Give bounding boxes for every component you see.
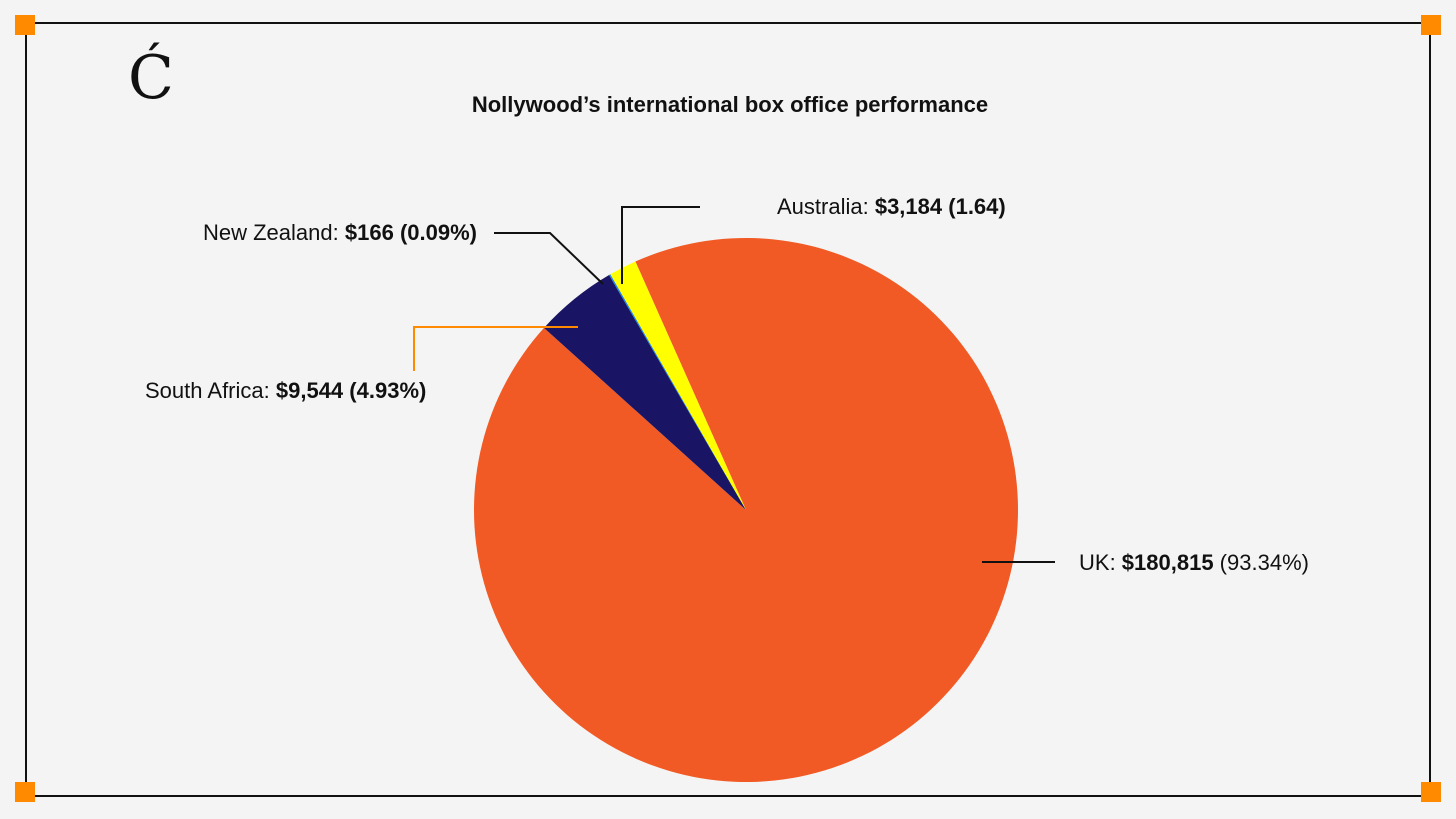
leader-line-south-africa: [413, 326, 578, 371]
slice-name: UK: [1079, 550, 1110, 575]
slice-name: Australia: [777, 194, 863, 219]
pie-slice-uk: [473, 238, 1018, 783]
slice-percent: 1.64: [955, 194, 999, 219]
corner-marker-top-left: [15, 15, 35, 35]
pie-slice-south-africa: [543, 274, 746, 510]
chart-title: Nollywood’s international box office per…: [471, 92, 989, 117]
slice-label-australia: Australia: $3,184 (1.64): [777, 194, 1006, 219]
pie-slice-australia: [610, 261, 746, 510]
brand-logo: Ć: [128, 43, 174, 113]
slice-value: $180,815: [1121, 550, 1214, 575]
slice-percent: 93.34%: [1227, 550, 1302, 575]
leader-line-new-zealand: [494, 232, 604, 285]
slice-name: New Zealand: [203, 220, 333, 245]
corner-marker-bottom-right: [1421, 782, 1441, 802]
leader-line-australia: [621, 206, 700, 284]
slice-label-new-zealand: New Zealand: $166 (0.09%): [203, 220, 477, 245]
slice-value: $9,544: [275, 378, 344, 403]
slice-label-south-africa: South Africa: $9,544 (4.93%): [145, 378, 427, 403]
slice-percent: 0.09%: [407, 220, 470, 245]
corner-marker-bottom-left: [15, 782, 35, 802]
corner-marker-top-right: [1421, 15, 1441, 35]
slice-value: $166: [344, 220, 394, 245]
slice-name: South Africa: [145, 378, 264, 403]
slice-percent: 4.93%: [356, 378, 420, 403]
pie-slice-new-zealand: [609, 274, 746, 510]
slice-label-uk: UK: $180,815 (93.34%): [1079, 550, 1309, 575]
chart-frame: [25, 22, 1431, 797]
slice-value: $3,184: [874, 194, 943, 219]
